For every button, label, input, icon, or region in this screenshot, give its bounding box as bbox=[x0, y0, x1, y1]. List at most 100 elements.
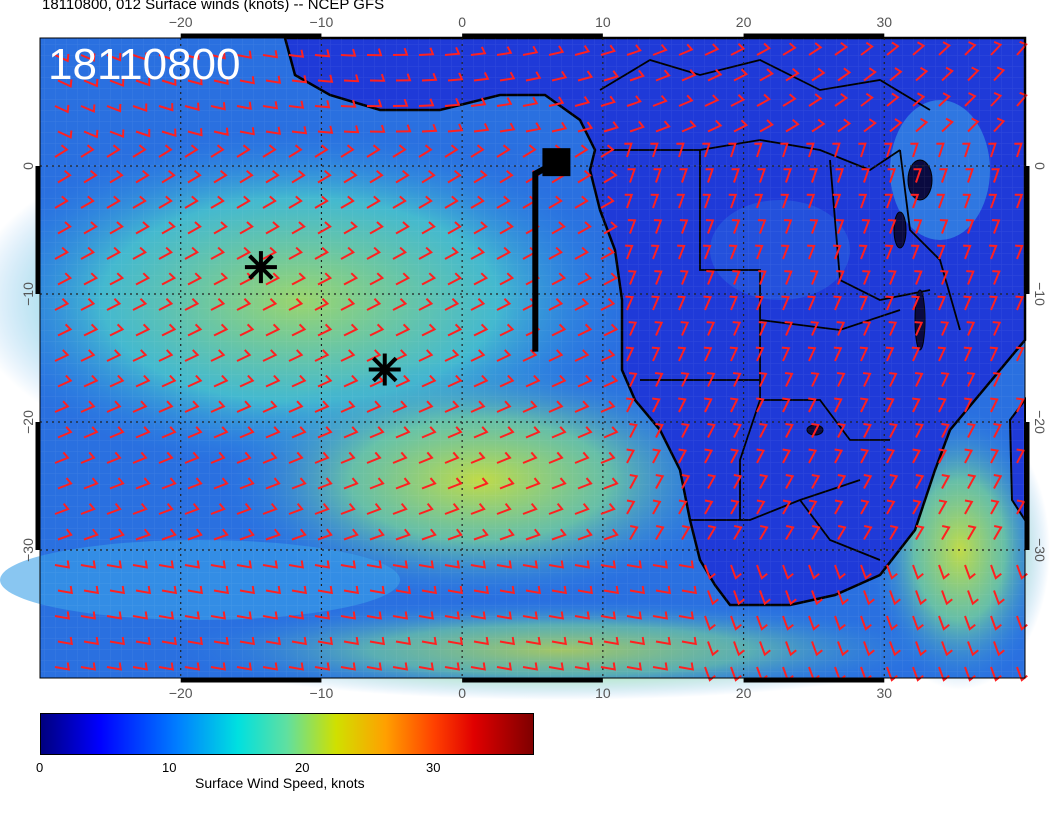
wind-barb bbox=[499, 221, 514, 235]
wind-barb bbox=[54, 298, 70, 311]
wind-barb bbox=[836, 270, 845, 285]
wind-barb bbox=[525, 477, 541, 490]
wind-barb bbox=[600, 503, 616, 515]
wind-barb bbox=[109, 636, 125, 646]
wind-barb bbox=[106, 298, 122, 311]
map-title: 18110800, 012 Surface winds (knots) -- N… bbox=[42, 0, 385, 13]
wind-barb bbox=[837, 641, 849, 657]
wind-barb bbox=[262, 144, 277, 158]
wind-barb bbox=[681, 636, 697, 646]
wind-barb bbox=[577, 323, 593, 337]
wind-barb bbox=[603, 272, 619, 286]
wind-barb bbox=[990, 40, 1003, 56]
wind-barb bbox=[239, 170, 254, 184]
wind-barb bbox=[914, 270, 923, 285]
wind-barb bbox=[288, 298, 304, 311]
wind-barb bbox=[291, 477, 307, 490]
wind-barb bbox=[705, 168, 714, 183]
wind-barb bbox=[704, 666, 716, 682]
wind-barb bbox=[811, 525, 821, 541]
wind-barb bbox=[184, 503, 200, 515]
wind-barb bbox=[210, 451, 226, 464]
wind-barb bbox=[730, 666, 742, 682]
wind-barb bbox=[317, 323, 333, 337]
wind-barb bbox=[859, 244, 868, 260]
wind-barb bbox=[473, 72, 490, 82]
wind-barb bbox=[990, 91, 1003, 107]
wind-barb bbox=[522, 96, 539, 107]
wind-barb bbox=[678, 43, 694, 56]
wind-barb bbox=[265, 75, 282, 84]
wind-barb bbox=[551, 70, 568, 82]
wind-barb bbox=[1016, 91, 1028, 107]
wind-barb bbox=[655, 585, 671, 595]
wind-barb bbox=[678, 499, 688, 515]
wind-barb bbox=[755, 244, 764, 260]
wind-barb bbox=[340, 662, 356, 671]
wind-barb bbox=[967, 423, 976, 438]
wind-barb bbox=[807, 295, 816, 311]
wind-barb bbox=[625, 244, 634, 260]
wind-barb bbox=[967, 474, 977, 489]
wind-barb bbox=[496, 246, 511, 260]
wind-barb bbox=[577, 636, 593, 646]
wind-barb bbox=[837, 590, 849, 606]
wind-barb bbox=[444, 97, 461, 107]
wind-barb bbox=[574, 45, 591, 56]
wind-barb bbox=[184, 400, 200, 413]
wind-barb bbox=[603, 121, 620, 133]
wind-barb bbox=[80, 53, 96, 62]
wind-barb bbox=[395, 73, 412, 82]
wind-barb bbox=[936, 142, 945, 158]
wind-barb bbox=[653, 219, 663, 234]
wind-barb bbox=[496, 298, 512, 311]
wind-barb bbox=[628, 321, 638, 336]
wind-barb bbox=[730, 43, 746, 56]
wind-barb bbox=[681, 120, 697, 133]
wind-barb bbox=[158, 144, 173, 158]
wind-barb bbox=[213, 127, 229, 136]
wind-barb bbox=[676, 142, 685, 158]
wind-barb bbox=[366, 611, 382, 620]
wind-barb bbox=[57, 636, 73, 646]
lon-tick-bottom: 20 bbox=[736, 685, 752, 701]
wind-barb bbox=[395, 272, 411, 286]
wind-barb bbox=[525, 528, 541, 541]
wind-barb bbox=[603, 585, 619, 595]
wind-barb bbox=[759, 590, 771, 606]
wind-barb bbox=[473, 374, 489, 388]
lon-tick-bottom: 30 bbox=[876, 685, 892, 701]
wind-barb bbox=[447, 426, 463, 439]
wind-barb bbox=[496, 662, 512, 671]
wind-barb bbox=[811, 423, 820, 438]
wind-barb bbox=[109, 170, 124, 184]
wind-barb bbox=[733, 641, 745, 657]
wind-barb bbox=[992, 372, 1002, 387]
wind-barb bbox=[967, 117, 980, 133]
wind-barb bbox=[522, 45, 539, 56]
wind-barb bbox=[964, 615, 976, 631]
wind-barb bbox=[732, 321, 742, 336]
wind-barb bbox=[83, 272, 99, 286]
wind-barb bbox=[210, 51, 226, 60]
wind-barb bbox=[288, 451, 304, 464]
wind-barb bbox=[551, 374, 567, 388]
wind-barb bbox=[759, 525, 769, 541]
wind-barb bbox=[473, 123, 490, 133]
wind-barb bbox=[577, 477, 593, 490]
wind-barb bbox=[938, 666, 950, 682]
wind-barb bbox=[213, 585, 229, 595]
wind-barb bbox=[369, 528, 385, 541]
colorbar bbox=[40, 713, 534, 755]
wind-barb bbox=[288, 503, 304, 515]
wind-barb bbox=[317, 426, 333, 439]
wind-barb bbox=[184, 611, 200, 620]
wind-barb bbox=[860, 41, 874, 56]
lon-tick-top: 20 bbox=[736, 14, 752, 30]
wind-barb bbox=[213, 426, 229, 439]
wind-barb bbox=[109, 221, 124, 235]
wind-barb bbox=[624, 142, 633, 158]
wind-barb bbox=[265, 126, 282, 135]
wind-barb bbox=[447, 123, 464, 133]
